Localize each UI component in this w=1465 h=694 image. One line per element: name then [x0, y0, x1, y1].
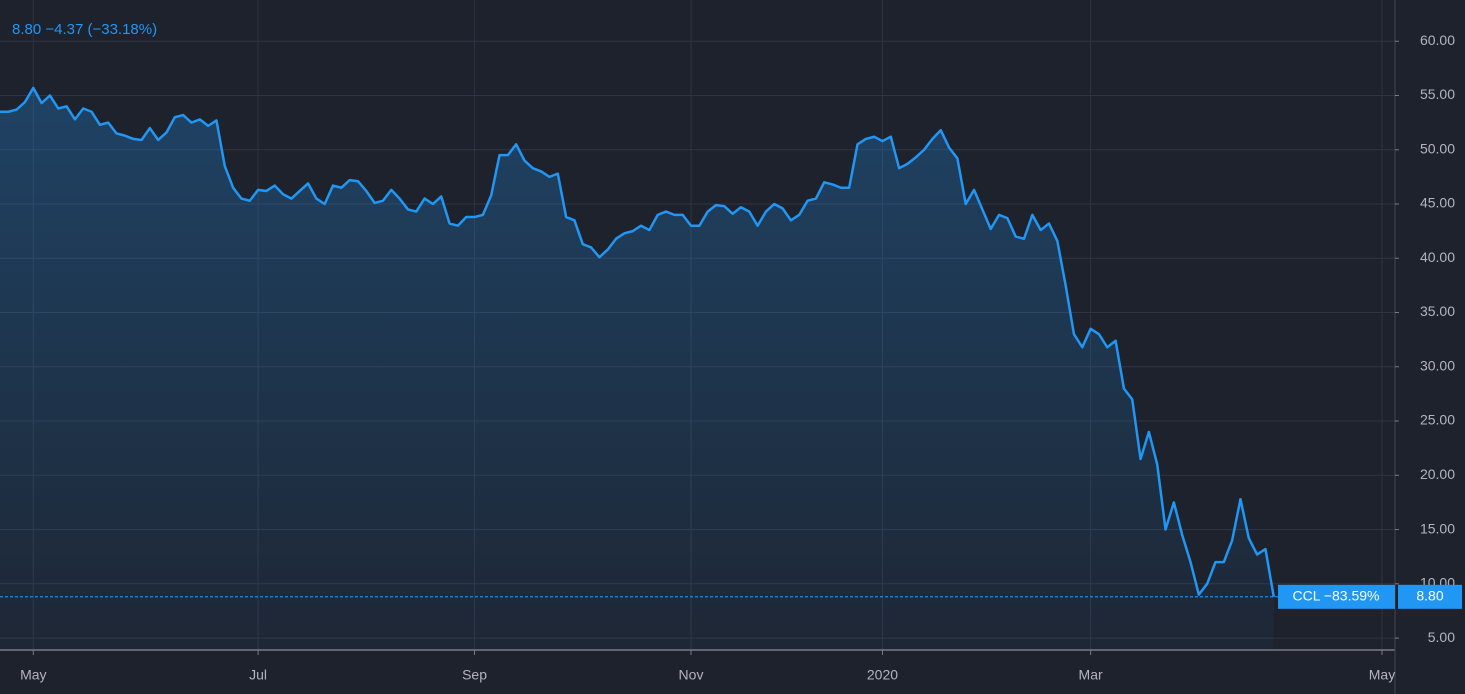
y-tick-label: 5.00	[1428, 629, 1455, 645]
y-tick-label: 25.00	[1420, 412, 1455, 428]
y-tick-label: 60.00	[1420, 32, 1455, 48]
area-fill	[0, 87, 1274, 650]
x-tick-label: Sep	[462, 667, 487, 683]
x-tick-label: Mar	[1079, 667, 1103, 683]
x-tick-label: Jul	[249, 667, 267, 683]
header-quote: 8.80 −4.37 (−33.18%)	[12, 21, 157, 38]
y-tick-label: 55.00	[1420, 86, 1455, 102]
y-tick-label: 20.00	[1420, 466, 1455, 482]
last-price-label: 8.80	[1416, 588, 1443, 604]
y-tick-label: 50.00	[1420, 140, 1455, 156]
labels: 5.0010.0015.0020.0025.0030.0035.0040.004…	[20, 32, 1462, 683]
price-line	[0, 86, 1276, 598]
y-tick-label: 15.00	[1420, 520, 1455, 536]
x-tick-label: May	[20, 667, 46, 683]
x-tick-label: Nov	[679, 667, 704, 683]
y-tick-label: 30.00	[1420, 357, 1455, 373]
last-price-box	[1398, 584, 1462, 609]
x-tick-label: May	[1369, 667, 1395, 683]
y-tick-label: 35.00	[1420, 303, 1455, 319]
y-tick-label: 40.00	[1420, 249, 1455, 265]
plot	[0, 86, 1395, 650]
symbol-label-box	[1278, 584, 1395, 609]
x-tick-label: 2020	[867, 667, 898, 683]
symbol-label: CCL −83.59%	[1292, 588, 1379, 604]
y-tick-label: 45.00	[1420, 195, 1455, 211]
